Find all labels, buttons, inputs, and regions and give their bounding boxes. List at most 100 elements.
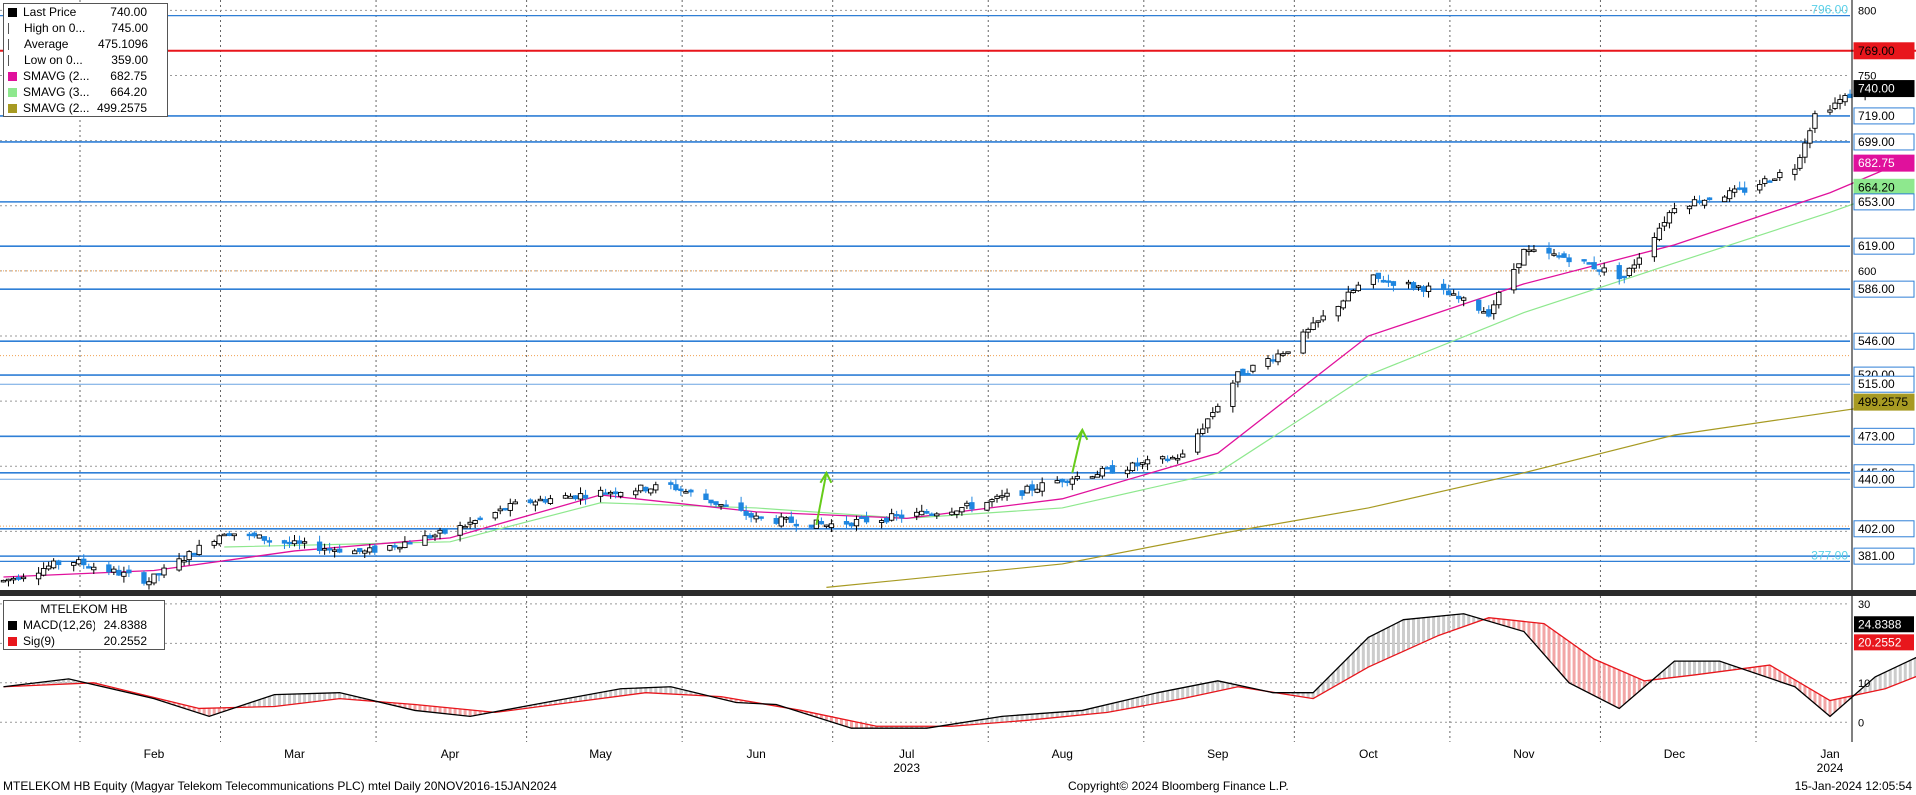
candle-body <box>422 535 428 546</box>
price-legend-value: 475.1096 <box>97 37 148 51</box>
candle-body <box>582 494 589 499</box>
price-legend-item[interactable]: SMAVG (2... 682.75 <box>4 68 167 84</box>
price-tick-label: 600 <box>1858 266 1876 278</box>
level-label: 473.00 <box>1858 429 1895 443</box>
price-legend-swatch <box>8 7 17 17</box>
level-label-box <box>1853 107 1915 125</box>
candle-body <box>35 572 42 580</box>
candle-body <box>1516 263 1522 269</box>
candle-body <box>492 511 498 519</box>
candle-body <box>1827 109 1833 113</box>
candle-body <box>999 495 1005 498</box>
candle-body <box>758 516 764 519</box>
candle-body <box>1807 130 1813 144</box>
level-label-cyan: 796.00 <box>1811 3 1848 17</box>
level-label: 586.00 <box>1858 282 1895 296</box>
level-label: 499.2575 <box>1858 395 1908 409</box>
price-legend-name: Low on 0... <box>24 53 83 67</box>
candle-body <box>20 576 27 580</box>
candle-body <box>141 572 147 584</box>
footer-copyright: Copyright© 2024 Bloomberg Finance L.P. <box>1068 779 1289 793</box>
macd-legend-item[interactable]: MACD(12,26) 24.8388 <box>4 617 164 633</box>
candle-body <box>1691 199 1698 207</box>
macd-legend-item[interactable]: Sig(9) 20.2552 <box>4 633 164 649</box>
candle-body <box>1832 102 1838 109</box>
candle-body <box>1054 480 1060 484</box>
candle-body <box>984 501 990 511</box>
level-label: 381.00 <box>1858 549 1895 563</box>
candle-body <box>753 515 759 520</box>
candle-body <box>853 518 860 527</box>
candle-body <box>562 495 569 499</box>
candle-body <box>256 534 263 539</box>
candle-body <box>372 545 378 553</box>
candle-body <box>1089 476 1096 479</box>
level-label: 699.00 <box>1858 135 1895 149</box>
price-legend-item[interactable]: High on 0... 745.00 <box>4 20 167 36</box>
candle-body <box>1581 259 1587 262</box>
x-tick-label: Aug <box>1052 747 1073 761</box>
candle-body <box>1425 285 1432 292</box>
candle-body <box>668 482 674 485</box>
candle-body <box>81 558 87 566</box>
macd-value-box <box>1854 616 1914 633</box>
candle-body <box>156 573 162 576</box>
candle-body <box>858 516 865 519</box>
candle-body <box>1390 281 1397 286</box>
price-legend-item[interactable]: Average 475.1096 <box>4 36 167 52</box>
price-legend[interactable]: Last Price 740.00 High on 0... 745.00 Averag… <box>3 3 168 117</box>
candle-body <box>1300 331 1306 354</box>
candle-body <box>964 502 970 507</box>
candle-body <box>266 540 273 543</box>
price-legend-item[interactable]: Low on 0... 359.00 <box>4 52 167 68</box>
candle-body <box>1134 462 1141 467</box>
candle-body <box>1094 474 1101 478</box>
candle-body <box>823 524 830 528</box>
price-legend-value: 359.00 <box>111 53 148 67</box>
candle-body <box>1164 458 1171 462</box>
candle-body <box>1561 253 1567 258</box>
candle-body <box>1275 353 1281 363</box>
candle-body <box>1586 262 1592 265</box>
price-legend-name: Average <box>24 37 69 51</box>
candle-body <box>1250 364 1256 372</box>
price-legend-name: Last Price <box>23 5 77 19</box>
price-legend-item[interactable]: Last Price 740.00 <box>4 4 167 20</box>
candle-body <box>1285 351 1291 354</box>
candle-body <box>1064 480 1070 484</box>
candle-body <box>1706 197 1713 201</box>
level-label: 653.00 <box>1858 195 1895 209</box>
candle-body <box>126 569 132 574</box>
price-legend-item[interactable]: SMAVG (2... 499.2575 <box>4 100 167 116</box>
level-label-box <box>1853 193 1915 211</box>
candle-body <box>1355 284 1361 292</box>
candle-body <box>1737 187 1743 190</box>
candle-body <box>863 516 870 523</box>
level-label: 515.00 <box>1858 377 1895 391</box>
candle-body <box>883 517 890 523</box>
candle-body <box>1451 293 1457 296</box>
candle-body <box>848 522 855 527</box>
candle-body <box>994 495 1000 499</box>
level-label-box <box>1853 375 1915 393</box>
candle-body <box>146 581 152 586</box>
candle-body <box>1265 358 1271 367</box>
candle-body <box>683 491 689 494</box>
macd-legend-name: Sig(9) <box>23 634 56 648</box>
candle-body <box>1476 299 1482 311</box>
price-legend-swatch <box>8 22 18 34</box>
candle-body <box>949 511 955 516</box>
candle-body <box>818 521 825 525</box>
footer-security-description: MTELEKOM HB Equity (Magyar Telekom Telec… <box>3 779 557 793</box>
candle-body <box>1772 178 1778 181</box>
candle-body <box>1621 275 1627 279</box>
trend-arrow <box>815 472 828 526</box>
candle-body <box>457 525 463 536</box>
level-label-box <box>1853 280 1915 298</box>
candle-body <box>1671 208 1678 214</box>
macd-legend[interactable]: MTELEKOM HB MACD(12,26) 24.8388 Sig(9) 20.2… <box>3 600 165 650</box>
macd-legend-title: MTELEKOM HB <box>40 602 128 616</box>
price-legend-item[interactable]: SMAVG (3... 664.20 <box>4 84 167 100</box>
candle-body <box>1812 113 1818 129</box>
candle-body <box>743 510 749 516</box>
